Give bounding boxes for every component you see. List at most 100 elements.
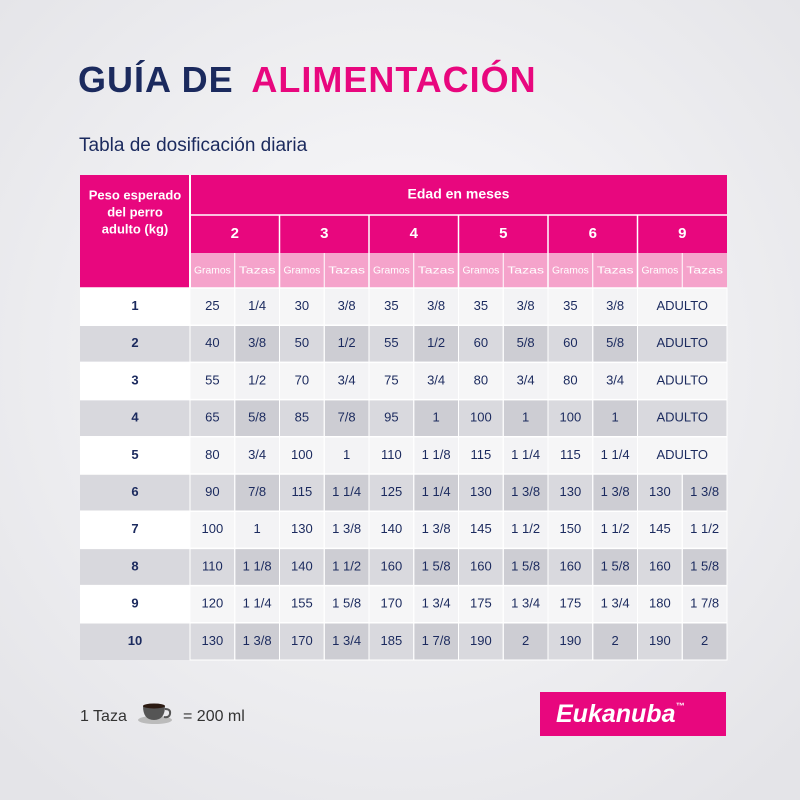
cell: 1 1/8: [243, 558, 272, 573]
sub-header: Gramos: [642, 264, 679, 276]
cell: 115: [292, 484, 313, 499]
cell: 90: [205, 484, 219, 499]
age: 6: [589, 225, 597, 242]
cell: 50: [295, 335, 309, 350]
cell: 5/8: [606, 335, 624, 350]
cell: 1 3/4: [601, 596, 630, 611]
cell: 155: [291, 596, 313, 611]
cell-bg: [279, 622, 325, 661]
cell-bg: [189, 399, 236, 438]
cell: 95: [384, 410, 398, 425]
cell-bg: [458, 361, 504, 401]
cell-bg: [547, 287, 594, 326]
sub-header: Tazas: [686, 264, 723, 276]
subtitle: Tabla de dosificación diaria: [79, 135, 308, 156]
cell: 60: [563, 335, 577, 350]
cell: 100: [560, 410, 582, 425]
weight-bg: [80, 548, 190, 586]
title-part1: GUÍA DE: [78, 59, 234, 100]
cell-bg: [189, 287, 236, 326]
cell: 190: [560, 633, 582, 648]
cell-bg: [368, 436, 415, 475]
cell: 1: [254, 521, 261, 536]
cell: 1 3/4: [511, 596, 540, 611]
cup-icon: [138, 703, 172, 724]
cell: 1/2: [427, 335, 445, 350]
cell: 35: [384, 298, 398, 313]
cell-bg: [637, 324, 728, 363]
cell: 100: [470, 410, 492, 425]
weight: 5: [131, 447, 138, 462]
cell: 1/4: [248, 298, 266, 313]
brand: Eukanuba™: [556, 700, 684, 728]
cell: 160: [381, 558, 403, 573]
cell: 2: [701, 633, 708, 648]
cell: 185: [381, 633, 403, 648]
cell: 7/8: [338, 410, 356, 425]
age: 4: [410, 225, 419, 242]
weight: 10: [128, 633, 142, 648]
cell: 150: [560, 521, 582, 536]
cell: 5/8: [248, 410, 266, 425]
cell-bg: [547, 510, 594, 549]
cell: 3/4: [606, 372, 624, 387]
title-part2: ALIMENTACIÓN: [251, 58, 536, 100]
cell: 7/8: [248, 484, 266, 499]
age: 2: [231, 225, 239, 242]
weight-bg: [80, 325, 190, 363]
cell-bg: [368, 622, 415, 661]
corner-header: adulto (kg): [102, 221, 168, 236]
cell: 60: [474, 335, 488, 350]
cell: 190: [470, 633, 492, 648]
cell: 1 3/4: [422, 596, 451, 611]
cell-bg: [547, 547, 594, 587]
cell: 130: [291, 521, 313, 536]
weight-bg: [80, 622, 190, 660]
cell: 160: [560, 558, 582, 573]
cell: 1 1/4: [243, 596, 272, 611]
cell: 1 3/8: [422, 521, 451, 536]
cell: 2: [612, 633, 619, 648]
cell: 85: [295, 410, 309, 425]
cell: 1 1/2: [511, 521, 540, 536]
cell: 130: [470, 484, 492, 499]
cell: 35: [563, 298, 577, 313]
sub-header: Gramos: [194, 264, 231, 276]
cell: 170: [291, 633, 313, 648]
sub-header: Gramos: [552, 264, 589, 276]
cell: 1: [522, 410, 529, 425]
cell-bg: [637, 399, 728, 438]
cell-bg: [458, 436, 504, 475]
corner-header: Peso esperado: [89, 187, 182, 202]
cell-bg: [189, 510, 236, 549]
cell: 75: [384, 372, 398, 387]
sub-header: Tazas: [507, 264, 544, 276]
cell: 140: [381, 521, 403, 536]
cell: 3/8: [606, 298, 624, 313]
corner-header: del perro: [107, 204, 163, 219]
cell-bg: [637, 473, 683, 512]
cell: 1 1/2: [332, 558, 361, 573]
cell: 1 7/8: [422, 633, 451, 648]
weight-bg: [80, 399, 190, 437]
cell: 115: [471, 447, 492, 462]
sub-header: Tazas: [418, 264, 455, 276]
cell: 65: [205, 410, 219, 425]
cell: 25: [205, 298, 219, 313]
cell: 175: [470, 596, 492, 611]
cell: ADULTO: [656, 298, 708, 313]
cell-bg: [368, 287, 415, 326]
cell-bg: [637, 547, 683, 587]
weight: 8: [131, 558, 138, 573]
sub-header: Tazas: [328, 264, 365, 276]
brand-tm: ™: [675, 701, 684, 711]
cell: 130: [202, 633, 224, 648]
weight-bg: [80, 436, 190, 474]
weight: 9: [131, 596, 138, 611]
cell: 3/8: [517, 298, 535, 313]
title: GUÍA DE ALIMENTACIÓN: [78, 58, 537, 100]
cell-bg: [368, 324, 415, 363]
weight-bg: [80, 585, 190, 623]
sub-header: Gramos: [284, 264, 321, 276]
